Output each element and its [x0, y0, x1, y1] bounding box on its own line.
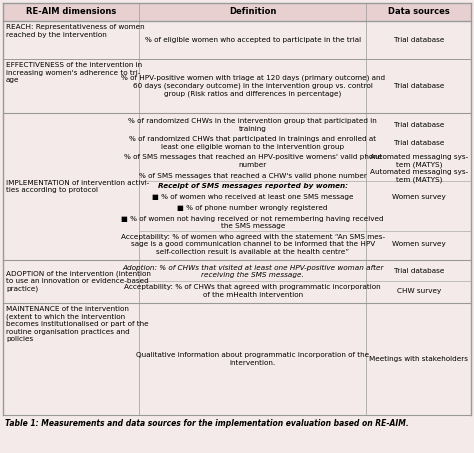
Text: Women survey: Women survey [392, 194, 446, 200]
Text: Definition: Definition [229, 8, 276, 16]
Text: % of SMS messages that reached a CHW's valid phone number: % of SMS messages that reached a CHW's v… [139, 173, 367, 178]
Text: Receipt of SMS messages reported by women:: Receipt of SMS messages reported by wome… [158, 183, 348, 189]
Text: Trial database: Trial database [394, 140, 444, 146]
Text: Qualitative information about programmatic incorporation of the
intervention.: Qualitative information about programmat… [136, 352, 369, 366]
Text: EFFECTIVENESS of the intervention in
increasing women's adherence to tri-
age: EFFECTIVENESS of the intervention in inc… [6, 62, 142, 83]
Text: REACH: Representativeness of women
reached by the intervention: REACH: Representativeness of women reach… [6, 24, 145, 38]
Text: Meetings with stakeholders: Meetings with stakeholders [369, 356, 468, 362]
Text: RE-AIM dimensions: RE-AIM dimensions [26, 8, 116, 16]
Text: Trial database: Trial database [394, 269, 444, 275]
Bar [3, 59, 471, 113]
Text: Acceptability: % of women who agreed with the statement “An SMS mes-
sage is a g: Acceptability: % of women who agreed wit… [121, 234, 385, 255]
Text: Women survey: Women survey [392, 241, 446, 247]
Text: ■ % of women who received at least one SMS message: ■ % of women who received at least one S… [152, 194, 354, 200]
Text: Trial database: Trial database [394, 122, 444, 128]
Bar [3, 303, 471, 415]
Text: Adoption: % of CHWs that visited at least one HPV-positive woman after
receiving: Adoption: % of CHWs that visited at leas… [122, 265, 383, 278]
Text: Automated messaging sys-
tem (MATYS): Automated messaging sys- tem (MATYS) [370, 154, 468, 168]
Text: IMPLEMENTATION of intervention activi-
ties according to protocol: IMPLEMENTATION of intervention activi- t… [6, 179, 149, 193]
Text: % of eligible women who accepted to participate in the trial: % of eligible women who accepted to part… [145, 37, 361, 43]
Text: Trial database: Trial database [394, 37, 444, 43]
Text: % of randomized CHWs in the intervention group that participated in
training: % of randomized CHWs in the intervention… [128, 118, 377, 132]
Bar [3, 3, 471, 21]
Text: CHW survey: CHW survey [397, 288, 441, 294]
Text: % of SMS messages that reached an HPV-positive womens' valid phone
number: % of SMS messages that reached an HPV-po… [124, 154, 382, 168]
Text: % of HPV-positive women with triage at 120 days (primary outcome) and
60 days (s: % of HPV-positive women with triage at 1… [121, 75, 385, 97]
Text: % of randomized CHWs that participated in trainings and enrolled at
least one el: % of randomized CHWs that participated i… [129, 136, 376, 150]
Text: ■ % of women not having received or not remembering having received
the SMS mess: ■ % of women not having received or not … [121, 216, 384, 229]
Bar [3, 113, 471, 260]
Bar [3, 260, 471, 303]
Text: ■ % of phone number wrongly registered: ■ % of phone number wrongly registered [177, 205, 328, 211]
Text: Table 1: Measurements and data sources for the implementation evaluation based o: Table 1: Measurements and data sources f… [5, 419, 409, 428]
Bar [3, 21, 471, 59]
Text: MAINTENANCE of the intervention
(extent to which the intervention
becomes instit: MAINTENANCE of the intervention (extent … [6, 306, 149, 342]
Text: Automated messaging sys-
tem (MATYS): Automated messaging sys- tem (MATYS) [370, 169, 468, 183]
Text: Data sources: Data sources [388, 8, 450, 16]
Text: ADOPTION of the intervention (intention
to use an innovation or evidence-based
p: ADOPTION of the intervention (intention … [6, 270, 151, 292]
Text: Acceptability: % of CHWs that agreed with programmatic incorporation
of the mHea: Acceptability: % of CHWs that agreed wit… [124, 284, 381, 298]
Text: Trial database: Trial database [394, 83, 444, 89]
